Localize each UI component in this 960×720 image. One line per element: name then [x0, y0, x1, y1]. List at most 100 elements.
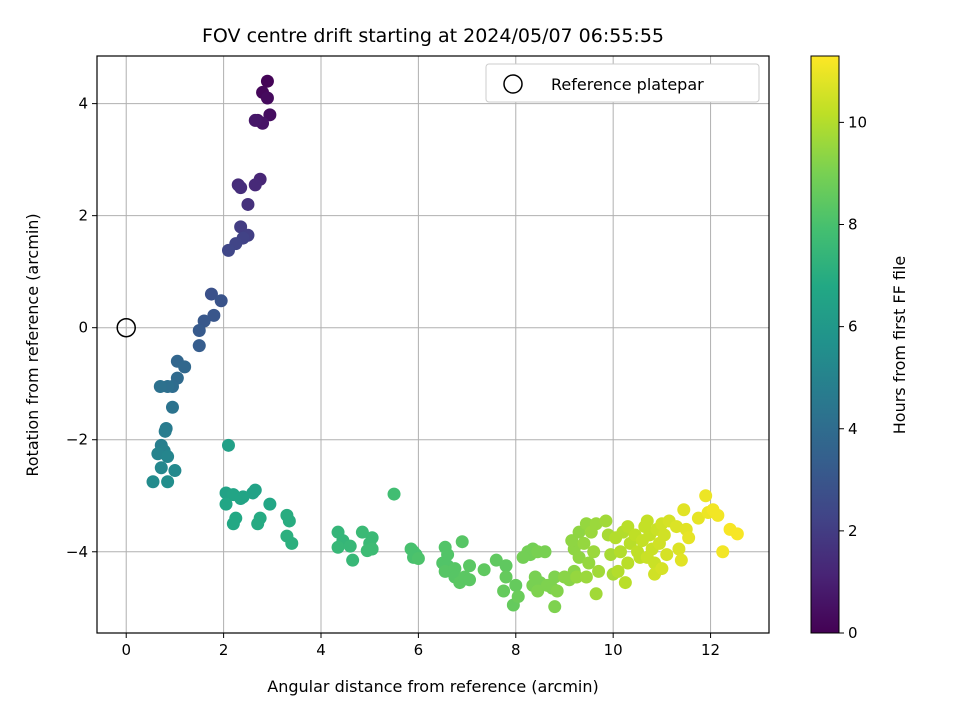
data-point: [570, 570, 584, 584]
data-point: [674, 553, 688, 567]
grid: [97, 56, 769, 633]
data-point: [618, 576, 632, 590]
legend-marker-icon: [503, 74, 523, 94]
data-point: [655, 562, 669, 576]
data-point: [548, 570, 562, 584]
data-point: [730, 527, 744, 541]
data-point: [531, 584, 545, 598]
y-tick-label: −4: [66, 543, 88, 561]
data-point: [153, 380, 167, 394]
data-point: [158, 424, 172, 438]
data-point: [589, 587, 603, 601]
data-point: [455, 535, 469, 549]
data-point: [192, 339, 206, 353]
legend: Reference platepar: [485, 63, 760, 103]
legend-box: [485, 63, 760, 103]
chart-title: FOV centre drift starting at 2024/05/07 …: [202, 25, 664, 47]
data-point: [572, 550, 586, 564]
data-point: [241, 197, 255, 211]
data-point: [246, 486, 260, 500]
data-point: [711, 508, 725, 522]
data-point: [263, 108, 277, 122]
data-point: [599, 514, 613, 528]
data-point: [489, 553, 503, 567]
data-point: [463, 559, 477, 573]
data-point: [592, 564, 606, 578]
data-point: [234, 181, 248, 195]
data-point: [613, 545, 627, 559]
data-point: [669, 520, 683, 534]
data-point: [499, 570, 513, 584]
data-point: [587, 545, 601, 559]
data-point: [151, 447, 165, 461]
y-tick-label: 0: [78, 319, 88, 337]
data-point: [582, 556, 596, 570]
reference-platepar-marker: [116, 317, 136, 338]
data-point: [511, 590, 525, 604]
data-point: [343, 539, 357, 553]
data-point: [604, 548, 618, 562]
data-point: [207, 308, 221, 322]
data-point: [161, 475, 175, 489]
x-tick-label: 10: [604, 641, 623, 659]
data-point: [589, 517, 603, 531]
x-axis-label: Angular distance from reference (arcmin): [267, 677, 598, 696]
data-point: [260, 91, 274, 105]
colorbar-tick-label: 6: [848, 318, 858, 336]
colorbar-tick-label: 8: [848, 216, 858, 234]
data-point: [497, 584, 511, 598]
data-point: [516, 550, 530, 564]
x-tick-label: 6: [414, 641, 424, 659]
plot-frame: [96, 55, 770, 634]
colorbar-tick-label: 2: [848, 522, 858, 540]
data-point: [660, 548, 674, 562]
data-point: [355, 525, 369, 539]
data-point: [226, 517, 240, 531]
data-point: [154, 461, 168, 475]
data-point: [168, 464, 182, 478]
data-point: [579, 570, 593, 584]
data-point: [657, 528, 671, 542]
data-point: [682, 531, 696, 545]
data-point: [550, 584, 564, 598]
data-point: [716, 545, 730, 559]
legend-entry: Reference platepar: [551, 75, 704, 94]
data-point: [219, 497, 233, 511]
y-axis-label: Rotation from reference (arcmin): [23, 213, 42, 476]
colorbar-label: Hours from first FF file: [890, 256, 909, 435]
data-point: [263, 497, 277, 511]
data-point: [691, 511, 705, 525]
colorbar-gradient: [810, 55, 840, 634]
x-tick-label: 12: [701, 641, 720, 659]
data-point: [572, 525, 586, 539]
data-point: [282, 514, 296, 528]
data-point: [477, 563, 491, 577]
data-point: [285, 536, 299, 550]
data-point: [621, 520, 635, 534]
colorbar: 0 2 4 6 8 10 Hours from first FF file: [810, 55, 909, 642]
data-point: [192, 323, 206, 337]
data-point: [538, 545, 552, 559]
data-point: [360, 544, 374, 558]
data-point: [234, 220, 248, 234]
data-point: [251, 517, 265, 531]
x-axis-ticks: 0 2 4 6 8 10 12: [121, 633, 720, 659]
data-point: [509, 578, 523, 592]
x-tick-label: 2: [219, 641, 229, 659]
data-point: [248, 178, 262, 192]
data-point: [463, 573, 477, 587]
data-point: [577, 536, 591, 550]
data-point: [621, 556, 635, 570]
data-point: [260, 74, 274, 88]
data-point: [221, 243, 235, 257]
data-point: [699, 489, 713, 503]
y-tick-label: 2: [78, 207, 88, 225]
y-tick-label: −2: [66, 431, 88, 449]
data-point: [204, 287, 218, 301]
data-point: [677, 503, 691, 517]
data-points: [146, 74, 744, 614]
y-axis-ticks: −4 −2 0 2 4: [66, 95, 97, 561]
colorbar-tick-label: 4: [848, 420, 858, 438]
data-point: [178, 360, 192, 374]
